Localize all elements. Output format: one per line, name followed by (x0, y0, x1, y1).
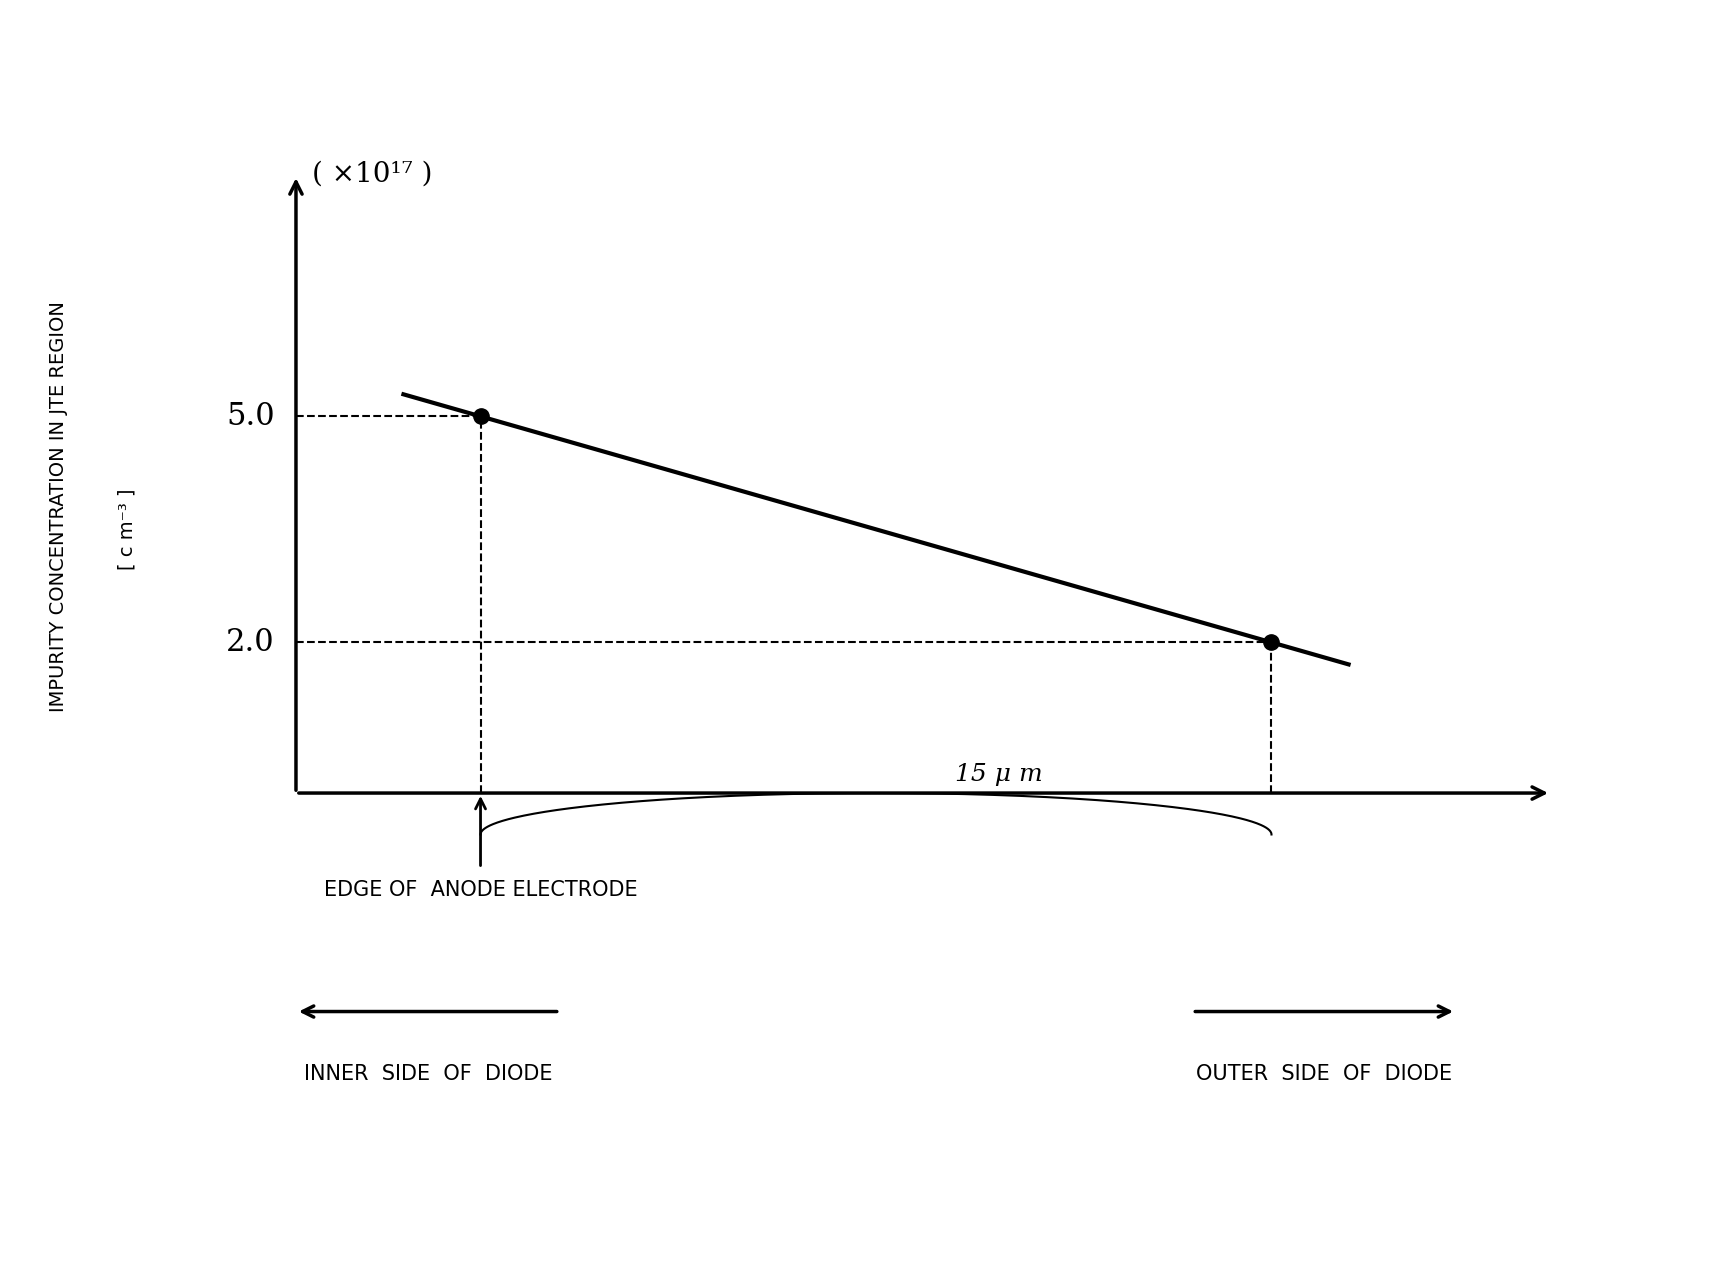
Text: EDGE OF  ANODE ELECTRODE: EDGE OF ANODE ELECTRODE (324, 880, 637, 899)
Text: 5.0: 5.0 (226, 401, 274, 431)
Text: ( ×10¹⁷ ): ( ×10¹⁷ ) (312, 160, 432, 187)
Text: [ c m⁻³ ]: [ c m⁻³ ] (118, 488, 137, 570)
Text: IMPURITY CONCENTRATION IN JTE REGION: IMPURITY CONCENTRATION IN JTE REGION (49, 301, 68, 712)
Text: 2.0: 2.0 (226, 627, 274, 658)
Text: 15 μ m: 15 μ m (954, 763, 1043, 786)
Text: OUTER  SIDE  OF  DIODE: OUTER SIDE OF DIODE (1195, 1065, 1452, 1084)
Text: INNER  SIDE  OF  DIODE: INNER SIDE OF DIODE (304, 1065, 552, 1084)
